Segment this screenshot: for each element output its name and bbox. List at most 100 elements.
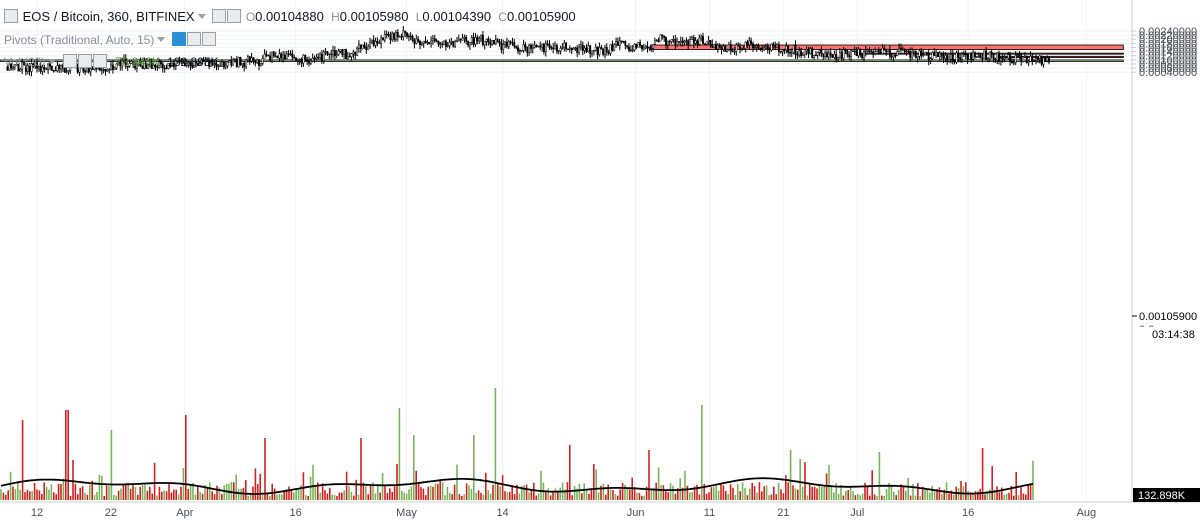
candle-body [822,53,825,57]
candle-body [110,64,112,71]
candle-body [639,42,642,46]
candle-body [448,42,451,46]
candle-body [467,41,470,46]
candle-body [676,41,679,46]
candle-body [715,44,717,50]
gear-icon[interactable] [227,9,242,23]
candle-body [439,43,442,45]
candle-body [252,57,255,61]
candle-body [356,47,359,56]
y-tick-label: 0.00040000 [1139,67,1197,79]
candle-body [763,47,766,51]
close-icon[interactable] [201,32,216,46]
candle-body [633,44,636,51]
candle-body [39,66,42,72]
candle-body [165,67,168,70]
candle-body [626,45,629,48]
candle-body [909,51,912,58]
candle-body [937,52,939,58]
candle-body [361,44,364,50]
symbol-title[interactable]: EOS / Bitcoin, 360, BITFINEX [22,9,195,24]
candle-body [768,48,771,51]
candle-body [657,40,660,43]
candle-body [461,37,464,41]
candle-body [459,38,462,41]
candle-body [700,36,703,39]
candle-body [246,56,249,61]
candle-body [951,54,954,61]
candle-body [113,67,116,70]
candle-body [581,44,584,51]
candle-body [311,57,314,62]
candle-body [345,49,347,59]
candle-body [1036,58,1039,60]
candle-body [900,48,902,50]
open-label: O [245,10,256,24]
candle-body [624,41,627,46]
candle-body [376,41,379,43]
candle-body [217,65,220,67]
price-axis[interactable]: 0.002400000.002200000.002000000.00180000… [1132,26,1197,79]
candle-body [424,40,427,44]
candle-body [938,52,941,57]
candle-body [724,45,727,52]
candle-body [208,59,211,67]
pivots-label[interactable]: Pivots (Traditional, Auto, 15) [4,33,155,47]
candle-body [137,59,140,66]
candle-body [707,40,710,43]
candle-body [679,40,682,43]
candle-body [694,40,697,44]
candle-body [659,34,662,42]
candle-body [896,51,899,56]
candle-body [1035,58,1037,61]
candle-body [304,54,307,60]
volume-label[interactable]: Vol (20) [4,55,46,69]
time-axis[interactable]: 12 22 Apr 16 May 14 Jun 11 21 Jul 16 Aug [31,507,1096,519]
candle-body [953,60,956,63]
candle-body [911,52,914,58]
collapse-icon[interactable] [4,9,18,23]
candle-body [200,60,203,64]
candle-body [182,62,185,64]
candle-body [102,69,105,71]
gear-icon[interactable] [186,32,201,46]
candle-body [117,61,120,65]
candle-body [866,49,869,52]
candle-body [949,54,952,60]
candle-body [1012,62,1015,64]
candle-body [317,56,320,59]
gear-icon[interactable] [77,54,92,68]
high-label: H [331,10,340,24]
candle-body [729,44,732,51]
eye-icon[interactable] [212,9,227,23]
candle-body [234,58,236,61]
countdown-label: 03:14:38 [1152,329,1195,341]
candle-body [13,64,16,68]
candle-body [531,47,534,49]
chevron-down-icon[interactable] [197,14,206,19]
chevron-down-icon[interactable] [157,37,166,42]
candle-body [620,40,623,42]
candle-body [478,38,481,42]
candle-body [504,41,507,45]
volume-legend: Vol (20) 73.846K 132.898K [4,54,219,69]
close-icon[interactable] [92,54,107,68]
candle-body [685,40,688,42]
candle-body [555,45,558,52]
eye-icon[interactable] [62,54,77,68]
candle-body [901,48,904,51]
candle-body [202,60,205,62]
candle-body [713,44,716,48]
candle-body [147,64,149,69]
candle-body [642,47,645,50]
candle-body [844,49,847,51]
candle-body [726,49,729,52]
candle-body [568,47,571,50]
candle-body [180,59,183,63]
candle-body [716,44,719,50]
close-value: 0.00105900 [506,9,576,24]
candle-body [261,58,264,64]
eye-icon[interactable] [171,32,186,46]
candle-body [509,41,512,43]
chevron-down-icon[interactable] [48,59,57,64]
